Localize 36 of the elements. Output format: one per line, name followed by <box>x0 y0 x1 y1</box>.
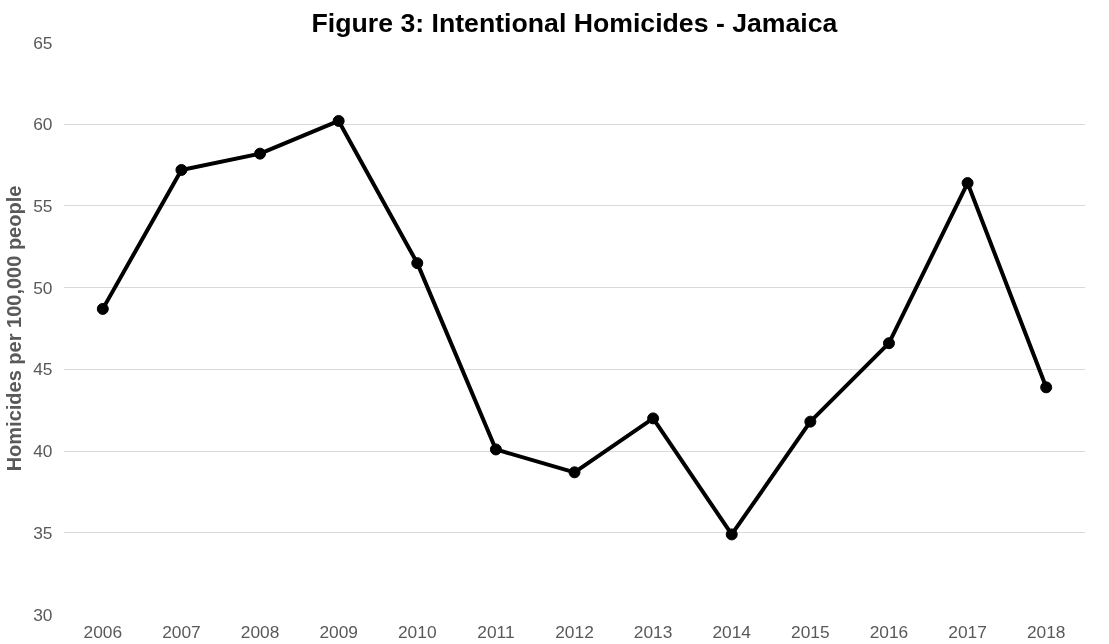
y-tick-label: 60 <box>33 114 53 135</box>
x-tick-label: 2013 <box>633 621 673 642</box>
point <box>647 412 660 425</box>
y-axis-title: Homicides per 100,000 people <box>3 185 26 472</box>
chart-title: Figure 3: Intentional Homicides - Jamaica <box>311 7 838 38</box>
point <box>568 466 581 479</box>
point <box>254 147 267 160</box>
point <box>1040 381 1053 394</box>
point <box>882 337 895 350</box>
y-tick-label: 35 <box>33 522 53 543</box>
point <box>96 302 109 315</box>
point <box>175 163 188 176</box>
y-tick-label: 65 <box>33 32 53 53</box>
y-tick-label: 50 <box>33 277 53 298</box>
point <box>804 415 817 428</box>
y-tick-label: 40 <box>33 441 53 462</box>
y-tick-label: 55 <box>33 195 53 216</box>
x-tick-label: 2018 <box>1026 621 1066 642</box>
x-tick-label: 2016 <box>869 621 909 642</box>
x-tick-label: 2012 <box>555 621 594 642</box>
x-tick-label: 2007 <box>162 621 201 642</box>
x-tick-label: 2015 <box>791 621 830 642</box>
x-tick-label: 2010 <box>398 621 437 642</box>
x-tick-label: 2011 <box>477 621 515 642</box>
y-tick-label: 45 <box>33 359 53 380</box>
point <box>961 177 974 190</box>
x-tick-label: 2017 <box>948 621 987 642</box>
x-tick-label: 2006 <box>83 621 123 642</box>
y-tick-label: 30 <box>33 604 53 625</box>
point <box>411 257 424 270</box>
point <box>489 443 502 456</box>
point <box>332 114 345 127</box>
x-tick-label: 2008 <box>240 621 280 642</box>
x-tick-label: 2009 <box>319 621 358 642</box>
point <box>725 528 738 541</box>
x-tick-label: 2014 <box>712 621 752 642</box>
